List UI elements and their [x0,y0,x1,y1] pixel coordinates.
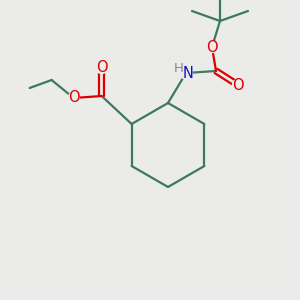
Circle shape [68,92,79,104]
Text: N: N [183,65,194,80]
Text: O: O [96,61,107,76]
Circle shape [96,62,107,74]
Circle shape [206,41,218,52]
Text: O: O [68,91,80,106]
Text: O: O [206,40,218,55]
Circle shape [180,67,192,79]
Circle shape [232,80,244,91]
Text: O: O [232,77,244,92]
Text: H: H [174,61,184,74]
